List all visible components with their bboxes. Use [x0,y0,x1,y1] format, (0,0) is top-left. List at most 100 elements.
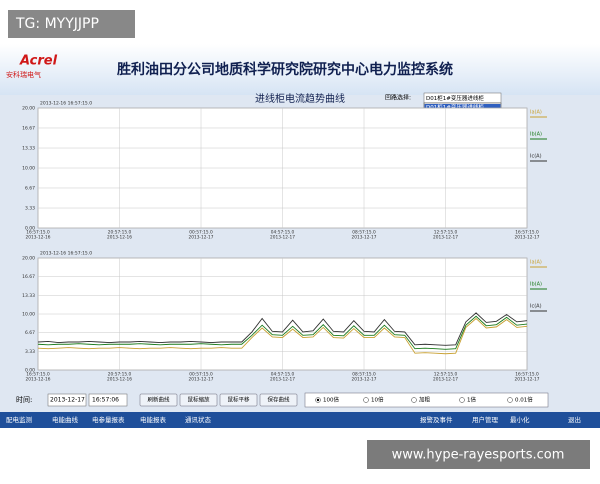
date-input[interactable] [47,393,87,407]
radio-label[interactable]: 加粗 [419,396,431,404]
nav-bar [0,412,600,428]
y-tick-label: 16.67 [22,274,35,280]
series-line [37,315,528,350]
legend-entry: Ib(A) [530,282,542,288]
x-tick-label: 20:57:15.0 [108,372,132,378]
button[interactable] [259,393,298,407]
series-line [37,317,528,355]
date-value[interactable]: 2013-12-17 [50,397,85,404]
x-tick-date: 2013-12-17 [433,377,458,383]
x-tick-date: 2013-12-17 [352,377,377,383]
y-tick-label: 20.00 [22,256,35,262]
header-band [0,44,600,95]
time-label: 时间: [16,395,32,404]
legend-entry: Ic(A) [530,304,542,310]
radio-label[interactable]: 1倍 [467,396,476,404]
chart-timestamp: 2013-12-16 16:57:15.0 [40,251,92,257]
button-label[interactable]: 保存曲线 [267,396,290,404]
radio-label[interactable]: 0.01倍 [515,396,533,404]
radio-label[interactable]: 100倍 [323,396,339,404]
system-title: 胜利油田分公司地质科学研究院研究中心电力监控系统 [117,61,453,78]
button-label[interactable]: 鼠标平移 [227,396,250,404]
x-tick-label: 08:57:15.0 [352,230,376,236]
time-value[interactable]: 16:57:06 [92,397,119,404]
button-label[interactable]: 鼠标缩放 [187,396,210,404]
button[interactable] [219,393,258,407]
watermark: www.hype-rayesports.com [392,448,565,463]
radio-dot [316,398,320,402]
watermark-box [8,10,135,38]
chart-timestamp: 2013-12-16 16:57:15.0 [40,101,92,107]
y-tick-label: 13.33 [22,146,35,152]
radio[interactable] [411,397,417,403]
x-tick-label: 08:57:15.0 [352,372,376,378]
watermark-box [367,440,590,469]
legend-entry: Ib(A) [530,132,542,138]
y-tick-label: 20.00 [22,106,35,112]
radio[interactable] [507,397,513,403]
x-tick-date: 2013-12-17 [515,377,540,383]
nav-item[interactable]: 退出 [568,415,581,424]
y-tick-label: 6.67 [25,330,35,336]
legend-entry: Ic(A) [530,154,542,160]
loop-option[interactable]: D01柜1#变压器进线柜 [426,103,484,111]
logo: Acrel [19,54,58,69]
y-tick-label: 13.33 [22,293,35,299]
y-tick-label: 10.00 [22,312,35,318]
loop-selected[interactable]: D01柜1#变压器进线柜 [426,94,484,102]
x-tick-date: 2013-12-17 [189,235,214,241]
x-tick-label: 16:57:15.0 [26,230,50,236]
x-tick-label: 20:57:15.0 [108,230,132,236]
radio[interactable] [459,397,465,403]
x-tick-label: 12:57:15.0 [434,372,458,378]
button-label[interactable]: 刷新曲线 [147,396,170,404]
series-line [37,312,528,346]
radio-label[interactable]: 10倍 [371,396,384,404]
nav-item[interactable]: 电能曲线 [52,415,79,424]
x-tick-date: 2013-12-16 [107,235,132,241]
x-tick-label: 04:57:15.0 [271,230,295,236]
radio[interactable] [363,397,369,403]
y-tick-label: 0.00 [25,226,35,232]
scale-group [304,392,549,408]
x-tick-date: 2013-12-17 [270,377,295,383]
x-tick-label: 12:57:15.0 [434,230,458,236]
nav-item[interactable]: 电能报表 [140,415,167,424]
option-highlight [424,104,501,111]
x-tick-label: 04:57:15.0 [271,372,295,378]
x-tick-label: 16:57:15.0 [515,230,539,236]
x-tick-label: 16:57:15.0 [515,372,539,378]
y-tick-label: 6.67 [25,185,35,191]
button[interactable] [179,393,218,407]
nav-item[interactable]: 报警及事件 [420,415,453,424]
y-tick-label: 16.67 [22,125,35,131]
nav-item[interactable]: 通讯状态 [185,415,212,424]
y-tick-label: 0.00 [25,368,35,374]
loop-label: 回路选择: [385,94,411,102]
x-tick-date: 2013-12-16 [26,377,51,383]
nav-item[interactable]: 用户管理 [472,415,499,424]
y-tick-label: 3.33 [25,206,35,212]
nav-item[interactable]: 电参量报表 [92,415,125,424]
x-tick-date: 2013-12-17 [515,235,540,241]
x-tick-date: 2013-12-16 [107,377,132,383]
legend-entry: Ia(A) [530,110,542,116]
watermark: TG: MYYJJPP [15,16,99,32]
legend-entry: Ia(A) [530,260,542,266]
x-tick-label: 00:57:15.0 [189,372,213,378]
x-tick-label: 00:57:15.0 [189,230,213,236]
x-tick-date: 2013-12-17 [270,235,295,241]
x-tick-date: 2013-12-17 [189,377,214,383]
x-tick-date: 2013-12-17 [352,235,377,241]
x-tick-date: 2013-12-16 [26,235,51,241]
panel-title: 进线柜电流趋势曲线 [255,92,345,105]
x-tick-date: 2013-12-17 [433,235,458,241]
nav-item[interactable]: 配电监测 [6,415,33,424]
logo-sub: 安科瑞电气 [6,70,41,79]
button[interactable] [139,393,178,407]
nav-item[interactable]: 最小化 [510,415,530,424]
time-input[interactable] [88,393,128,407]
y-tick-label: 10.00 [22,166,35,172]
